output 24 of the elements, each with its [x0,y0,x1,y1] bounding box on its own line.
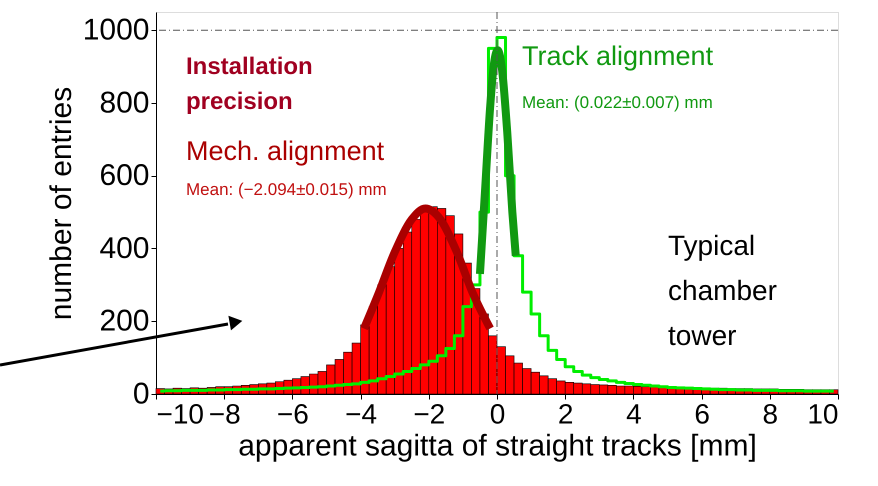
y-tick-label: 1000 [82,14,150,47]
annotation: Mean: (0.022±0.007) mm [522,93,713,112]
x-tick-label: 8 [762,398,778,430]
x-tick-label: −8 [208,398,241,430]
annotation: Installation precision [186,53,313,115]
y-tick-label: 800 [99,86,150,120]
y-axis-title: number of entries [44,86,78,320]
annotation: Typical chamber tower [668,230,777,351]
x-tick-label: −10 [156,398,204,430]
x-tick-label: −4 [345,398,378,430]
x-tick-label: 0 [490,398,506,430]
annotation: Mean: (−2.094±0.015) mm [186,180,387,199]
x-tick-label: −2 [413,398,446,430]
x-axis-title: apparent sagitta of straight tracks [mm] [238,430,757,462]
x-tick-label: 4 [626,398,642,430]
text: Mech. alignment [186,136,385,166]
y-tick-label: 200 [99,304,150,338]
series-label: Track alignment [522,41,714,71]
x-tick-label: −6 [276,398,309,430]
x-tick-label: 10 [807,398,838,430]
x-tick-label: 6 [694,398,710,430]
x-tick-label: 2 [558,398,574,430]
y-tick-label: 600 [99,159,150,192]
y-tick-label: 400 [99,232,150,265]
